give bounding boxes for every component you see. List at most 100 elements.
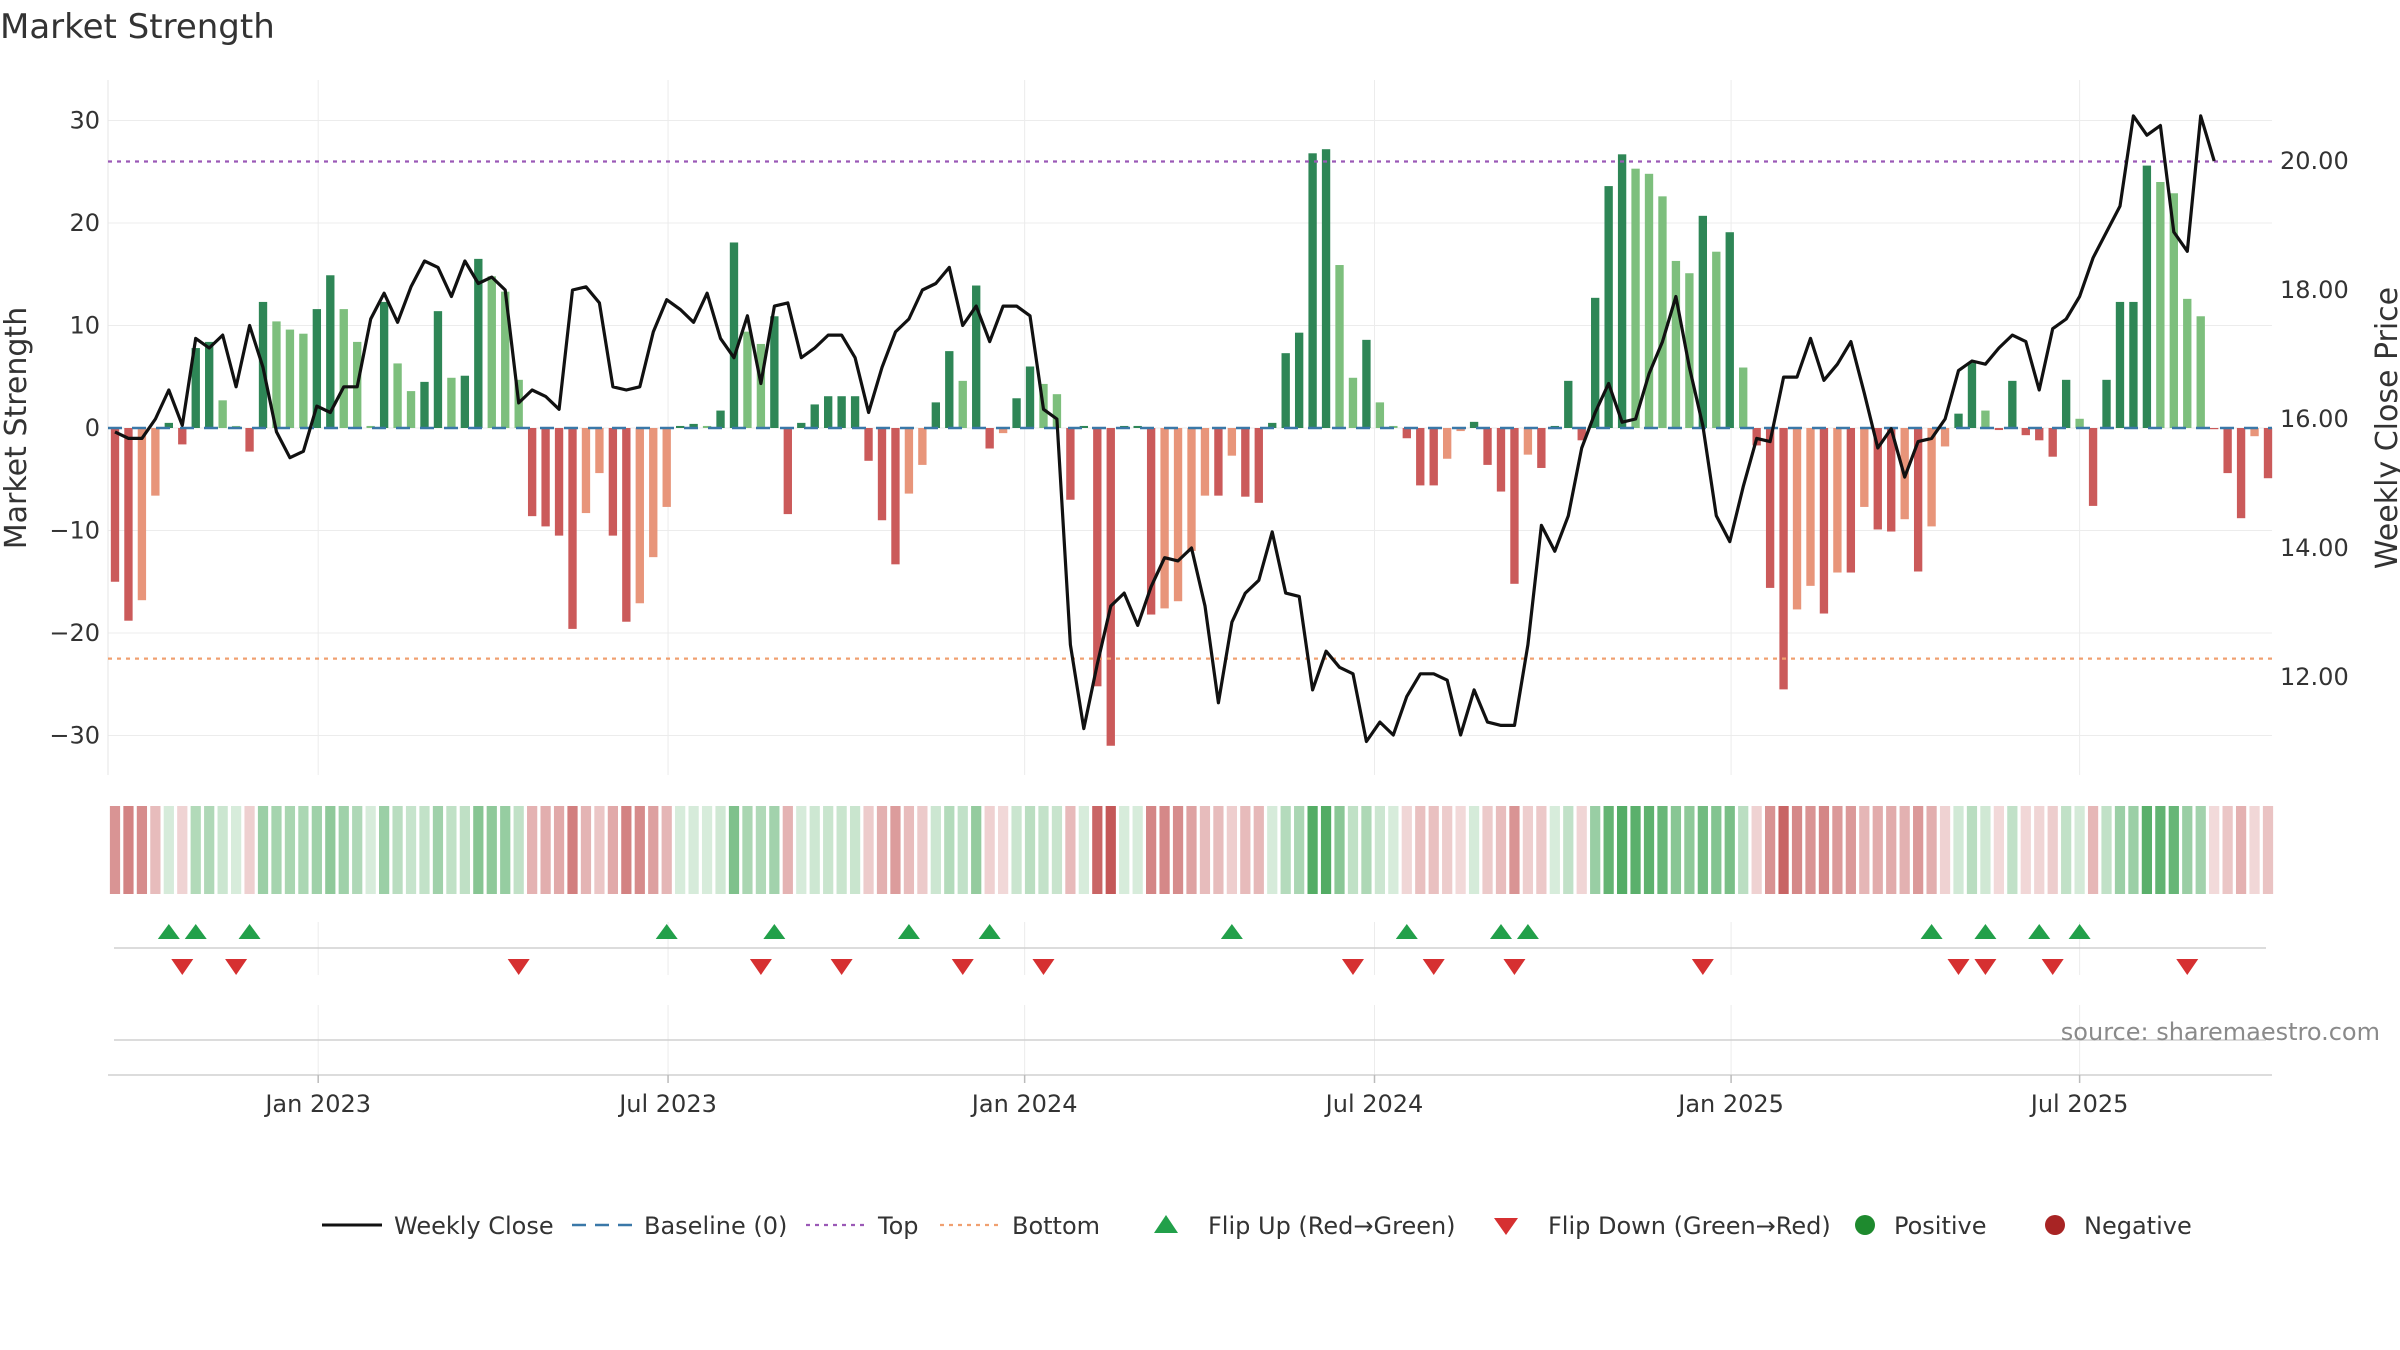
strip-cell — [1172, 806, 1184, 894]
strip-cell — [2074, 806, 2085, 894]
strength-bar — [972, 285, 981, 428]
strength-bar — [1456, 428, 1465, 432]
strength-bar — [2129, 301, 2138, 428]
strength-bar — [2008, 380, 2017, 428]
legend-symbol-positive — [1855, 1215, 1875, 1235]
legend-label: Weekly Close — [394, 1212, 554, 1240]
strength-bar — [1362, 339, 1371, 428]
strip-cell — [1146, 806, 1157, 894]
strip-cell — [1926, 806, 1937, 894]
strength-bar — [433, 311, 443, 428]
strength-bar — [1294, 332, 1304, 428]
x-tick-label: Jan 2023 — [263, 1090, 371, 1118]
strength-bar — [945, 351, 954, 428]
flip-up-marker — [2028, 924, 2051, 939]
strength-bar — [1685, 273, 1694, 428]
source-label: source: sharemaestro.com — [2061, 1018, 2380, 1046]
strength-bar — [891, 428, 900, 565]
strength-bar — [1079, 425, 1089, 428]
strip-cell — [230, 806, 242, 894]
strip-cell — [446, 806, 457, 894]
gridlines — [107, 80, 2272, 1075]
y2-axis-title: Weekly Close Price — [2370, 287, 2400, 569]
strength-bar — [1375, 402, 1385, 428]
strength-bar — [958, 380, 967, 428]
flip-down-marker — [951, 959, 974, 975]
strength-bar — [2169, 193, 2178, 428]
strength-bar — [1160, 428, 1169, 609]
strength-bar — [527, 428, 537, 517]
right-tick-label: 14.00 — [2280, 534, 2349, 562]
strength-bar — [326, 275, 335, 428]
strip-cell — [1778, 806, 1789, 894]
strength-bar — [1106, 428, 1115, 746]
axis-ticks: 30 20 10 0 −10 −20 −30 20.00 18.00 16.00 14.00 12.0… — [49, 107, 2348, 750]
strip-cell — [1024, 806, 1036, 894]
strength-bar — [1765, 428, 1775, 588]
strip-cell — [1872, 806, 1883, 894]
strip-cell — [1428, 806, 1439, 894]
flip-down-marker — [1341, 959, 1364, 975]
legend-label: Positive — [1894, 1212, 1987, 1240]
strength-bar — [2183, 298, 2192, 428]
strip-cell — [1105, 806, 1116, 894]
strip-cell — [2087, 806, 2099, 894]
strip-cell — [1078, 806, 1089, 894]
strength-bar — [1335, 265, 1344, 428]
strip-cell — [513, 806, 524, 894]
strength-bar — [2088, 428, 2098, 506]
strength-bar — [662, 428, 671, 507]
strength-bar — [1779, 428, 1788, 690]
strip-cell — [1886, 806, 1897, 894]
strength-bar — [474, 258, 483, 428]
strip-cell — [1361, 806, 1372, 894]
strength-bar — [1348, 377, 1358, 428]
strip-cell — [1563, 806, 1574, 894]
strip-cell — [2168, 806, 2179, 894]
flip-up-marker — [157, 924, 180, 939]
strength-bar — [501, 291, 510, 428]
strength-bar — [1442, 428, 1452, 459]
strength-bar — [1739, 367, 1748, 428]
strip-cell — [1536, 806, 1547, 894]
strip-cell — [1119, 806, 1130, 894]
flip-up-marker — [655, 924, 678, 939]
strength-bar — [379, 301, 389, 428]
strip-cell — [1791, 806, 1803, 894]
flip-down-marker — [171, 959, 194, 975]
strip-cell — [1051, 806, 1063, 894]
strength-bar — [770, 316, 779, 428]
strip-cell — [1455, 806, 1466, 894]
strength-bar — [1577, 428, 1586, 441]
strip-cell — [352, 806, 363, 894]
strip-cell — [1765, 806, 1776, 894]
x-tick-label: Jan 2024 — [970, 1090, 1078, 1118]
strength-bar — [205, 341, 214, 428]
strength-bar — [877, 428, 887, 521]
strength-bar — [1268, 422, 1277, 428]
strip-cell — [1468, 806, 1480, 894]
strength-bar — [339, 309, 348, 428]
strip-cell — [540, 806, 551, 894]
strength-bar — [164, 422, 173, 428]
strip-cell — [204, 806, 215, 894]
strength-bar — [1887, 428, 1896, 532]
strip-cell — [607, 806, 618, 894]
strength-bar — [1913, 428, 1923, 572]
strip-cell — [661, 806, 672, 894]
strength-strip — [109, 806, 2274, 894]
strength-bar — [1927, 428, 1936, 527]
left-tick-label: −10 — [49, 517, 100, 545]
legend-label: Top — [877, 1212, 919, 1240]
strength-bar — [783, 428, 792, 515]
strip-cell — [1495, 806, 1507, 894]
strip-cell — [2114, 806, 2126, 894]
strength-bar — [756, 343, 766, 428]
x-tick-label: Jan 2025 — [1676, 1090, 1784, 1118]
strip-cell — [1240, 806, 1251, 894]
strip-cell — [1092, 806, 1103, 894]
legend-label: Negative — [2084, 1212, 2192, 1240]
strength-bar — [110, 428, 120, 582]
strip-cell — [2262, 806, 2274, 894]
strength-bar — [797, 422, 806, 428]
